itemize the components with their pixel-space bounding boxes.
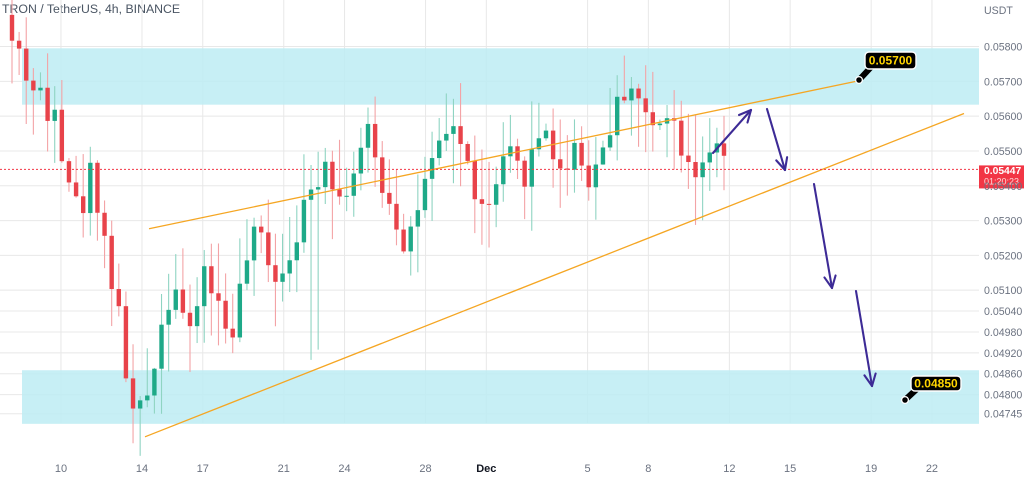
svg-text:0.04980: 0.04980	[984, 327, 1022, 339]
svg-text:0.05600: 0.05600	[984, 111, 1022, 123]
svg-text:22: 22	[926, 463, 938, 475]
svg-text:0.05300: 0.05300	[984, 216, 1022, 228]
svg-text:0.04745: 0.04745	[984, 409, 1022, 421]
svg-text:10: 10	[55, 463, 67, 475]
svg-text:0.05400: 0.05400	[984, 181, 1022, 193]
svg-text:24: 24	[338, 463, 350, 475]
svg-text:Dec: Dec	[476, 463, 496, 475]
svg-text:0.04850: 0.04850	[914, 377, 958, 391]
svg-text:0.05700: 0.05700	[984, 76, 1022, 88]
svg-text:14: 14	[136, 463, 148, 475]
svg-text:TRON / TetherUS, 4h, BINANCE: TRON / TetherUS, 4h, BINANCE	[2, 2, 180, 16]
svg-text:0.04860: 0.04860	[984, 369, 1022, 381]
svg-text:0.05500: 0.05500	[984, 146, 1022, 158]
svg-text:0.04800: 0.04800	[984, 390, 1022, 402]
svg-text:0.05040: 0.05040	[984, 306, 1022, 318]
svg-text:0.05100: 0.05100	[984, 285, 1022, 297]
svg-text:28: 28	[419, 463, 431, 475]
svg-text:USDT: USDT	[984, 5, 1013, 17]
svg-text:21: 21	[278, 463, 290, 475]
svg-text:17: 17	[197, 463, 209, 475]
svg-text:15: 15	[784, 463, 796, 475]
svg-text:12: 12	[723, 463, 735, 475]
svg-text:8: 8	[645, 463, 651, 475]
svg-text:0.05200: 0.05200	[984, 250, 1022, 262]
svg-text:0.05800: 0.05800	[984, 42, 1022, 54]
svg-text:0.04920: 0.04920	[984, 348, 1022, 360]
svg-text:0.05700: 0.05700	[869, 54, 913, 68]
svg-text:0.05447: 0.05447	[984, 166, 1021, 177]
svg-text:5: 5	[585, 463, 591, 475]
svg-text:19: 19	[865, 463, 877, 475]
